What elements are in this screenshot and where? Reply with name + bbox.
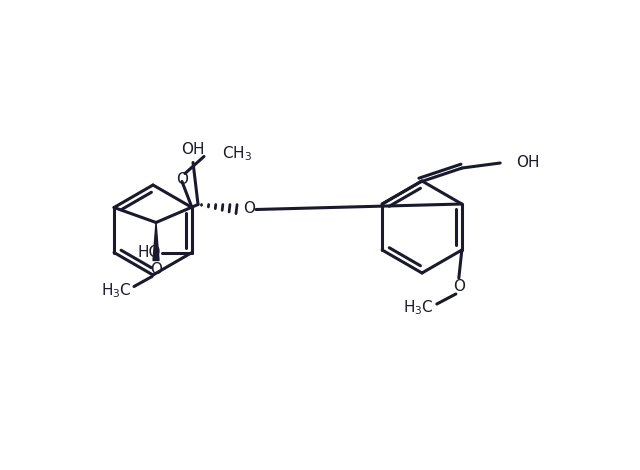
Text: O: O bbox=[150, 262, 162, 277]
Text: O: O bbox=[176, 172, 188, 187]
Text: HO: HO bbox=[137, 245, 161, 260]
Text: H$_3$C: H$_3$C bbox=[403, 298, 434, 317]
Text: H$_3$C: H$_3$C bbox=[100, 281, 131, 300]
Polygon shape bbox=[153, 222, 159, 260]
Text: O: O bbox=[453, 279, 465, 293]
Text: OH: OH bbox=[516, 155, 540, 170]
Text: CH$_3$: CH$_3$ bbox=[222, 144, 252, 163]
Text: O: O bbox=[243, 201, 255, 216]
Text: OH: OH bbox=[181, 142, 205, 157]
